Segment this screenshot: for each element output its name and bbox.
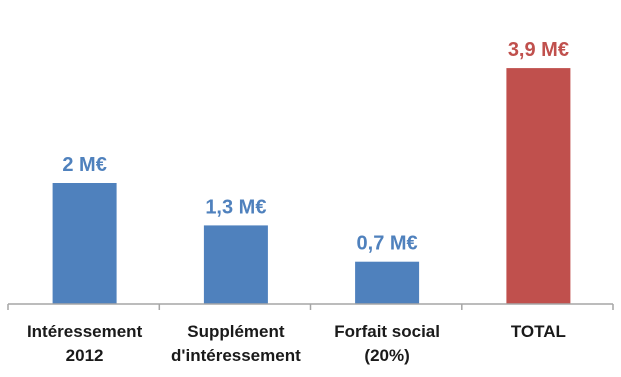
bar-4 (506, 68, 571, 304)
bar-2 (203, 225, 268, 304)
bar-3 (355, 261, 420, 304)
data-label-3: 0,7 M€ (357, 233, 418, 255)
x-tick-label-1-line-2: 2012 (66, 346, 104, 365)
x-tick-label-3-line-1: Forfait social (334, 322, 440, 341)
x-tick-label-3-line-2: (20%) (364, 346, 409, 365)
bar-1 (52, 183, 117, 304)
data-label-4: 3,9 M€ (508, 39, 569, 61)
data-label-1: 2 M€ (62, 154, 106, 176)
x-tick-label-1-line-1: Intéressement (27, 322, 143, 341)
x-tick-label-2-line-2: d'intéressement (171, 346, 301, 365)
x-tick-label-2-line-1: Supplément (187, 322, 285, 341)
data-label-2: 1,3 M€ (205, 196, 266, 218)
x-tick-label-4-line-1: TOTAL (511, 322, 566, 341)
